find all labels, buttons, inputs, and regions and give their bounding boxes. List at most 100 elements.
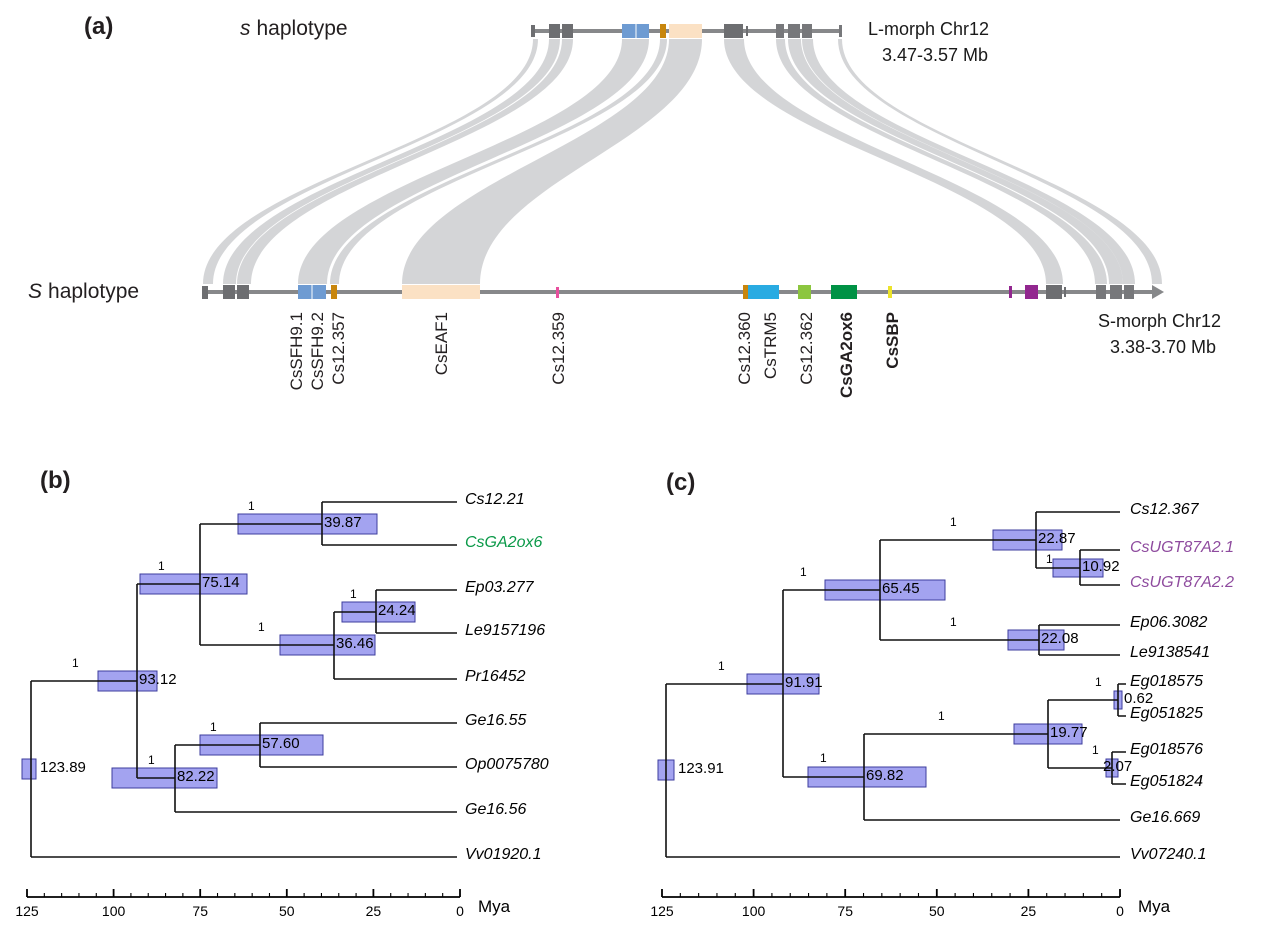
start-cap [531, 25, 535, 37]
node-age: 10.92 [1082, 558, 1120, 575]
node-age: 24.24 [378, 602, 416, 619]
haplotype-word: haplotype [48, 280, 140, 303]
synteny-ribbon [724, 39, 1063, 284]
gene-label-CsSFH9.1: CsSFH9.1 [287, 312, 306, 391]
time-axis-b: 125 100 75 50 25 0 [15, 889, 464, 919]
end-arrow [1152, 285, 1164, 299]
lmorph-range: 3.47-3.57 Mb [882, 45, 989, 65]
taxon-label: Ge16.55 [465, 712, 527, 729]
taxon-label: Cs12.21 [465, 491, 525, 508]
taxon-label-highlight: CsUGT87A2.1 [1130, 539, 1235, 556]
gray-block [1046, 285, 1062, 299]
yellow-block [888, 286, 892, 298]
axis-tick-label: 125 [15, 903, 39, 919]
taxon-label: Eg018576 [1130, 741, 1203, 758]
gene-label-Cs12.362: Cs12.362 [797, 312, 816, 385]
posterior-label: 1 [950, 615, 957, 629]
taxon-label: Vv01920.1 [465, 846, 542, 863]
axis-tick-label: 100 [742, 903, 766, 919]
magenta-block [556, 287, 559, 298]
axis-tick-label: 0 [1116, 903, 1124, 919]
lmorph-title: L-morph Chr12 [868, 19, 990, 39]
tree-c-branches [665, 511, 1126, 858]
panel-c-label: (c) [666, 469, 696, 496]
tick-block [1064, 287, 1066, 297]
bottom-chromosome-bar [202, 285, 1164, 299]
axis-tick-label: 25 [366, 903, 382, 919]
top-haplotype-label: s haplotype [240, 17, 348, 40]
panel-a-label: (a) [84, 13, 114, 40]
gene-label-Cs12.359: Cs12.359 [549, 312, 568, 385]
tree-b: 125 100 75 50 25 0 [15, 501, 464, 919]
gene-label-CsSBP: CsSBP [883, 312, 902, 369]
posterior-label: 1 [158, 559, 165, 573]
gray-block [1096, 285, 1106, 299]
taxon-label: Ge16.669 [1130, 809, 1201, 826]
node-age: 69.82 [866, 767, 904, 784]
synteny-ribbon [402, 39, 702, 284]
synteny-ribbon [788, 39, 1123, 284]
axis-unit-label: Mya [478, 897, 511, 916]
gray-block [549, 24, 560, 38]
posterior-label: 1 [1092, 743, 1099, 757]
synteny-ribbon [838, 39, 1162, 284]
taxon-label: Ep03.277 [465, 579, 534, 596]
axis-unit-label: Mya [1138, 897, 1171, 916]
taxon-label: Cs12.367 [1130, 501, 1199, 518]
gray-block [562, 24, 573, 38]
taxon-label-highlight: CsGA2ox6 [465, 534, 543, 551]
axis-tick-label: 25 [1021, 903, 1037, 919]
tick-block [746, 26, 748, 36]
node-age: 19.77 [1050, 724, 1088, 741]
tree-c-hpd-bars [657, 529, 1123, 788]
cyan-block [748, 285, 779, 299]
node-age: 65.45 [882, 580, 920, 597]
node-age: 75.14 [202, 574, 240, 591]
purple-block [1025, 285, 1038, 299]
gray-block [802, 24, 812, 38]
tree-c: 125 100 75 50 25 0 [650, 511, 1126, 919]
peach-block [669, 24, 702, 38]
posterior-label: 1 [248, 499, 255, 513]
node-age: 22.08 [1041, 630, 1079, 647]
top-chromosome-bar [531, 24, 842, 38]
node-age: 82.22 [177, 768, 215, 785]
taxon-label-highlight: CsUGT87A2.2 [1130, 574, 1235, 591]
taxon-label: Pr16452 [465, 668, 526, 685]
synteny-ribbon [802, 39, 1135, 284]
taxon-label: Le9138541 [1130, 644, 1211, 661]
taxon-label: Eg051824 [1130, 773, 1203, 790]
haplotype-word: haplotype [256, 17, 348, 40]
gray-block [237, 285, 249, 299]
posterior-label: 1 [148, 753, 155, 767]
gene-label-Cs12.357: Cs12.357 [329, 312, 348, 385]
end-cap [839, 25, 842, 37]
node-age: 36.46 [336, 635, 374, 652]
axis-tick-label: 0 [456, 903, 464, 919]
gene-label-CsSFH9.2: CsSFH9.2 [308, 312, 327, 391]
gray-block [1110, 285, 1122, 299]
gene-label-CsTRM5: CsTRM5 [761, 312, 780, 380]
posterior-label: 1 [72, 656, 79, 670]
axis-tick-label: 100 [102, 903, 126, 919]
synteny-ribbon [330, 39, 667, 284]
time-axis-c: 125 100 75 50 25 0 [650, 889, 1124, 919]
purple-tick-block [1009, 286, 1012, 298]
hpd-bar [21, 758, 37, 780]
axis-tick-label: 75 [192, 903, 208, 919]
posterior-label: 1 [938, 709, 945, 723]
synteny-ribbon [203, 39, 538, 284]
posterior-label: 1 [210, 720, 217, 734]
posterior-label: 1 [1095, 675, 1102, 689]
taxon-label: Eg018575 [1130, 673, 1203, 690]
posterior-label: 1 [258, 620, 265, 634]
posterior-label: 1 [718, 659, 725, 673]
node-age: 22.87 [1038, 530, 1076, 547]
lime-block [798, 285, 811, 299]
start-cap [202, 286, 208, 299]
gray-block [223, 285, 235, 299]
gray-block [1124, 285, 1134, 299]
peach-block [402, 285, 480, 299]
gene-label-CsGA2ox6: CsGA2ox6 [837, 312, 856, 398]
